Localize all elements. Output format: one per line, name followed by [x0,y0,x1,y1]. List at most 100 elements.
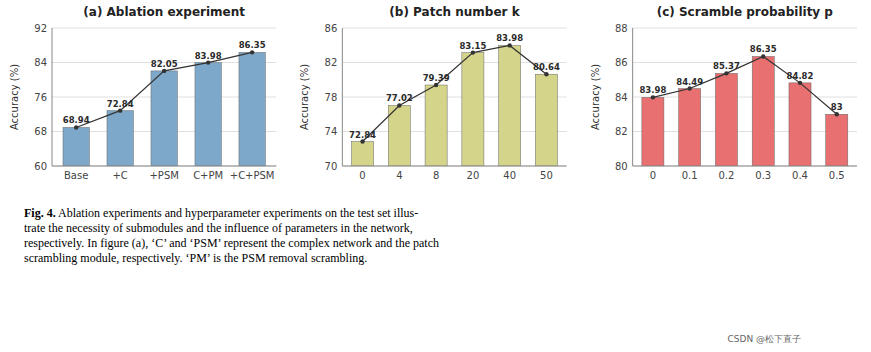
x-tick-label: 0.2 [718,170,734,181]
x-tick-label: 20 [467,170,480,181]
bar [535,74,557,166]
grid-line [633,28,857,29]
data-label: 83.15 [459,41,486,51]
data-label: 79.39 [423,73,450,83]
line-marker [397,103,401,107]
x-tick-label: 0.5 [829,170,845,181]
grid-line [633,131,857,132]
bar [826,114,848,166]
plot-area [642,54,848,166]
bar [679,89,701,166]
caption-text: Ablation experiments and hyperparameter … [24,206,439,265]
grid-line [633,97,857,98]
data-label: 83.98 [195,51,222,61]
data-label: 83.98 [639,85,666,95]
y-tick-label: 78 [325,92,338,103]
y-tick-label: 84 [615,92,628,103]
y-axis-line [342,28,343,166]
bar [425,85,447,166]
data-label: 68.94 [63,115,90,125]
x-tick-label: 0.1 [682,170,698,181]
charts: 606876849268.9472.8482.0583.9886.35Base+… [0,0,871,200]
grid-line [52,28,276,29]
line-marker [687,86,691,90]
data-label: 77.02 [386,93,413,103]
x-tick-label: +C [112,170,127,181]
y-tick-label: 86 [325,23,338,34]
y-tick-label: 70 [325,161,338,172]
caption-label: Fig. 4. [24,206,56,220]
line-marker [651,95,655,99]
y-axis-label: Accuracy (%) [590,64,601,130]
data-label: 72.84 [349,130,376,140]
line [363,45,547,141]
y-tick-label: 88 [615,23,628,34]
line-marker [471,50,475,54]
y-tick-label: 68 [34,126,47,137]
y-tick-label: 80 [615,161,628,172]
data-label: 86.35 [750,44,777,54]
bar [352,142,374,166]
data-label: 85.37 [713,61,740,71]
bar [107,111,133,166]
x-axis-line [633,166,857,167]
line-marker [724,71,728,75]
x-tick-label: C+PM [193,170,223,181]
data-label: 82.05 [151,59,178,69]
bar [642,97,664,166]
bar [63,127,89,166]
caption: Fig. 4. Ablation experiments and hyperpa… [24,206,854,266]
y-tick-label: 82 [325,57,338,68]
line-marker [507,43,511,47]
line-marker [206,60,210,64]
data-labels: 72.84 77.02 79.39 83.15 83.98 80.64 [349,33,560,139]
chart-panel: 707478828672.8477.0279.3983.1583.9880.64… [299,5,566,181]
data-label: 84.82 [787,71,814,81]
grid-line [342,97,566,98]
plot-area [352,43,558,166]
y-tick-label: 82 [615,126,628,137]
data-label: 80.64 [533,62,560,72]
line-marker [360,139,364,143]
line-marker [835,112,839,116]
y-axis-label: Accuracy (%) [9,64,20,130]
line-marker [798,81,802,85]
bar [715,73,737,166]
line-marker [761,54,765,58]
data-label: 83.98 [496,33,523,43]
data-labels: 83.9884.4985.3786.3584.8283 [639,44,842,112]
x-tick-label: 8 [433,170,439,181]
data-labels: 68.9472.8482.0583.9886.35 [63,40,266,125]
x-axis-line [52,166,276,167]
bar [499,45,521,166]
y-axis-line [632,28,633,166]
chart-title: (c) Scramble probability p [657,5,834,19]
y-tick-label: 84 [34,57,47,68]
y-axis-label: Accuracy (%) [299,64,310,130]
y-tick-label: 76 [34,92,47,103]
x-tick-label: 50 [540,170,553,181]
x-tick-label: 0 [650,170,656,181]
grid-line [342,166,566,167]
y-axis-line [52,28,53,166]
bar [789,83,811,166]
bar [462,53,484,166]
grid-line [633,62,857,63]
y-tick-label: 86 [615,57,628,68]
x-tick-label: 4 [396,170,402,181]
line-marker [162,69,166,73]
x-tick-label: 0.3 [755,170,771,181]
y-tick-label: 92 [34,23,47,34]
line-marker [544,72,548,76]
bar [239,52,265,166]
bar [195,63,221,166]
x-axis-line [342,166,566,167]
data-label: 83 [831,102,843,112]
chart-title: (a) Ablation experiment [83,5,245,19]
line-marker [434,83,438,87]
grid-line [633,166,857,167]
x-tick-label: Base [64,170,88,181]
x-tick-label: 0 [359,170,365,181]
data-label: 86.35 [239,40,266,50]
watermark: CSDN @松下直子 [727,333,801,346]
